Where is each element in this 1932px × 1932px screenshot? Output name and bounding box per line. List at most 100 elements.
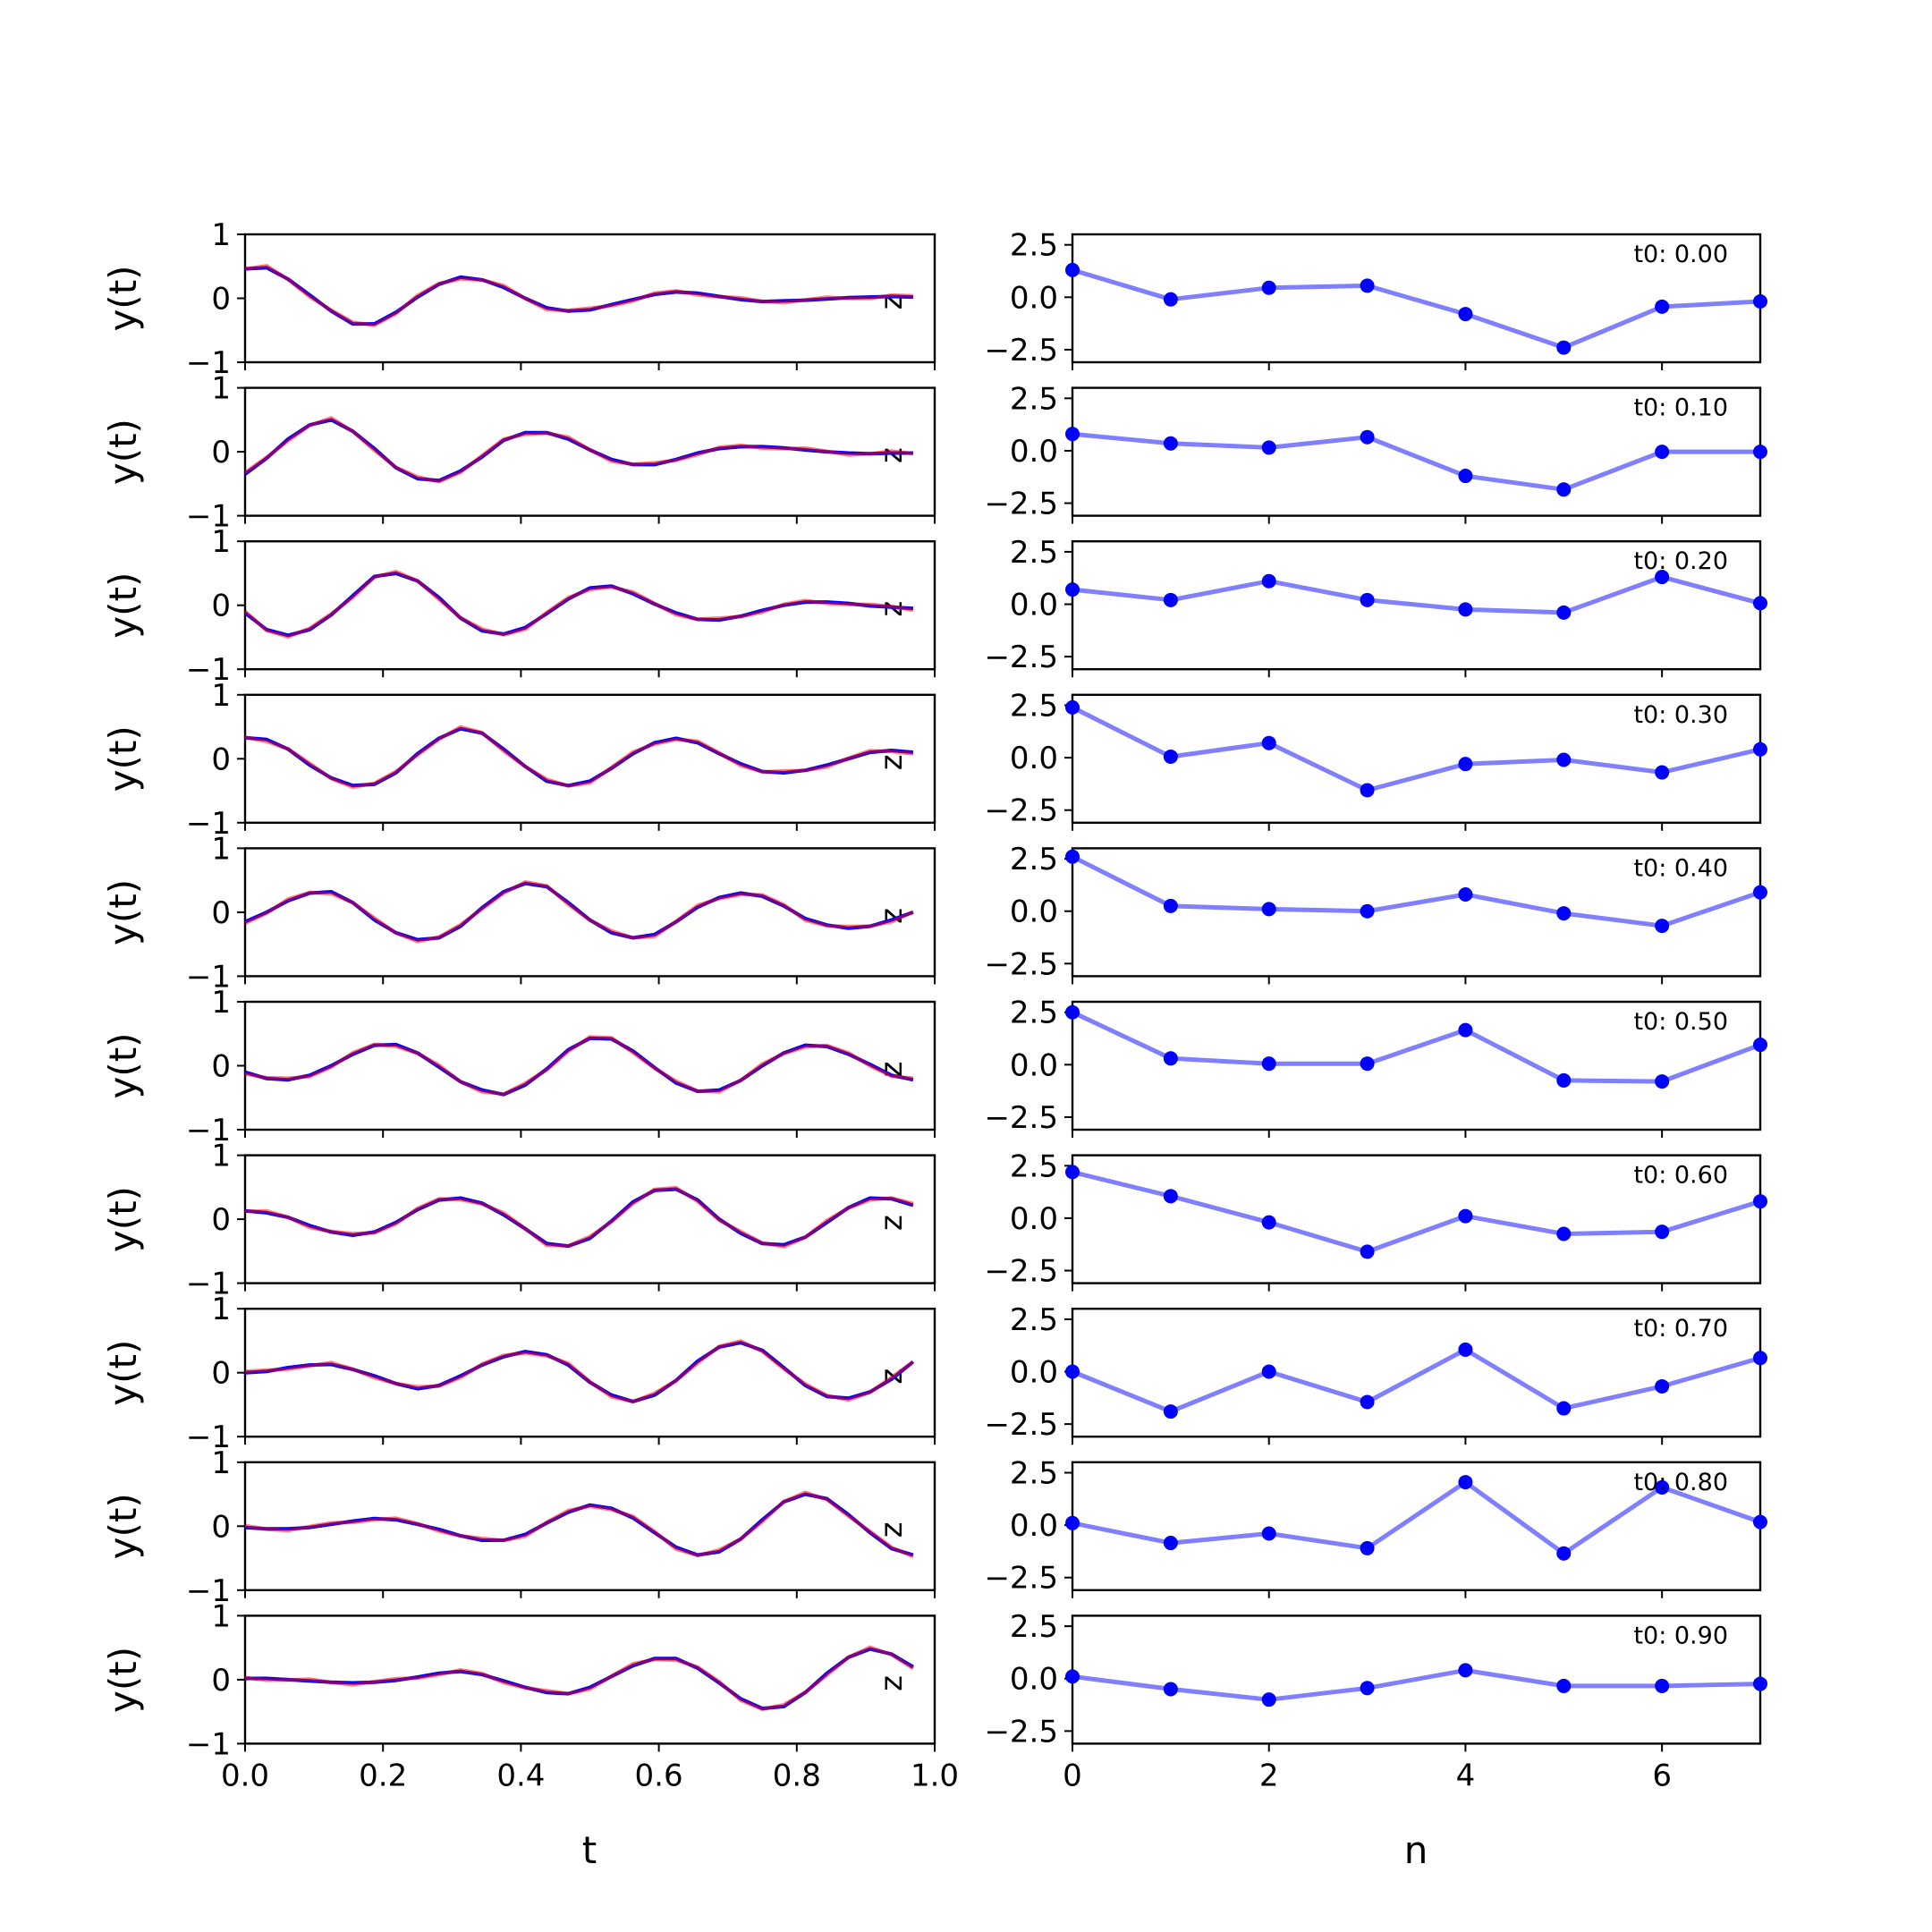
coefficient-point [1163,1536,1178,1551]
coefficient-point [1360,1394,1375,1410]
coefficient-point [1753,1676,1767,1691]
right-y-tick-label: −2.5 [984,1254,1058,1290]
left-y-tick-label: −1 [186,652,231,688]
coefficient-point [1556,1546,1572,1561]
right-y-tick-label: −2.5 [984,487,1058,522]
coefficient-point [1163,1189,1178,1204]
coefficient-point [1556,906,1572,921]
coefficient-line [1071,705,1761,792]
left-x-tick-label: 0.2 [359,1758,407,1793]
left-panel-9: −1 0 1 0.0 0.2 0.4 0.6 0.8 1.0 y(t) z [101,1598,959,1793]
right-y-tick-label: 0.0 [1010,588,1058,623]
pred-series-line [244,1035,914,1097]
coefficient-point [1261,280,1276,295]
coefficient-point [1753,445,1767,460]
pred-series-line [244,1185,914,1249]
coefficient-point [1753,1194,1767,1209]
right-y-tick-label: 2.5 [1010,1609,1058,1645]
coefficient-point [1065,1004,1080,1020]
right-y-tick-label: −2.5 [984,1714,1058,1750]
left-edge-label: z [874,908,910,924]
coefficient-point [1163,1404,1178,1419]
coefficient-point [1753,294,1767,309]
coefficient-point [1556,1226,1572,1241]
coefficient-point [1458,1342,1473,1357]
right-panel-4: 2.5 0.0 −2.5 t0: 0.40 [984,842,1767,985]
pred-series-line [243,569,914,639]
coefficient-point [1163,898,1178,913]
coefficient-point [1065,582,1080,597]
left-y-tick-label: 1 [211,831,231,867]
panel-t0-label: t0: 0.50 [1633,1008,1728,1036]
coefficient-point [1360,1244,1375,1259]
coefficient-point [1753,741,1767,757]
right-y-tick-label: 0.0 [1010,1047,1058,1083]
coefficient-point [1655,570,1670,585]
coefficient-line [1071,1010,1761,1084]
left-y-tick-label: −1 [186,499,231,535]
right-y-tick-label: 0.0 [1010,1201,1058,1237]
right-column: 2.5 0.0 −2.5 t0: 0.00 2.5 0.0 −2.5 t0: 0.10 2.5 0… [984,228,1767,1793]
coefficient-line [1072,574,1761,615]
left-x-tick-label: 0.8 [773,1758,821,1793]
right-y-tick-label: 2.5 [1010,842,1058,877]
coefficient-point [1556,605,1572,620]
right-panel-3: 2.5 0.0 −2.5 t0: 0.30 [984,689,1767,831]
right-panel-frame [1071,1154,1762,1284]
coefficient-point [1163,1682,1178,1697]
left-y-tick-label: −1 [186,1726,231,1762]
coefficient-point [1458,757,1473,772]
coefficient-point [1556,340,1572,355]
right-y-tick-label: 2.5 [1010,1302,1058,1338]
left-edge-label: z [874,1675,910,1691]
left-x-tick-label: 0.4 [496,1758,545,1793]
right-panel-frame [1071,847,1762,978]
left-y-tick-label: 0 [211,1509,231,1545]
coefficient-point [1261,1215,1276,1230]
coefficient-point [1065,1669,1080,1684]
right-y-tick-label: 0.0 [1010,280,1058,316]
left-x-tick-label: 1.0 [911,1758,959,1793]
right-x-tick-label: 2 [1259,1758,1279,1793]
panel-t0-label: t0: 0.30 [1633,701,1728,729]
right-y-tick-label: 2.5 [1010,381,1058,417]
left-edge-label: z [874,1215,910,1231]
coefficient-point [1065,427,1080,442]
coefficient-point [1163,749,1178,764]
coefficient-line [1072,1479,1761,1556]
coefficient-point [1655,299,1670,314]
left-y-tick-label: −1 [186,1267,231,1302]
left-y-tick-label: 0 [211,589,231,624]
left-y-tick-label: 0 [211,1663,231,1699]
pred-series-line [243,416,914,484]
coefficient-point [1360,1681,1375,1696]
panel-t0-label: t0: 0.70 [1633,1315,1728,1343]
coefficient-point [1458,602,1473,617]
coefficient-point [1065,699,1080,715]
coefficient-point [1655,1074,1670,1089]
coefficient-line [1072,1347,1761,1414]
coefficient-point [1753,1351,1767,1366]
left-panel-6: −1 0 1 y(t) z [101,1139,936,1302]
coefficient-point [1655,765,1670,780]
left-y-axis-label: y(t) [101,1493,145,1559]
panel-t0-label: t0: 0.40 [1633,854,1728,882]
coefficient-point [1065,1364,1080,1379]
right-y-tick-label: −2.5 [984,1407,1058,1443]
coefficient-point [1261,902,1276,917]
coefficient-point [1065,1165,1080,1180]
panel-t0-label: t0: 0.10 [1633,394,1728,422]
coefficient-point [1163,292,1178,307]
coefficient-point [1360,1056,1375,1072]
coefficient-point [1261,735,1276,750]
right-y-tick-label: −2.5 [984,946,1058,982]
pred-series-line [244,264,913,327]
left-y-tick-label: −1 [186,1113,231,1148]
left-panel-3: −1 0 1 y(t) z [101,678,936,842]
pred-series-line [244,724,914,790]
left-y-tick-label: 1 [211,678,231,714]
left-y-axis-label: y(t) [101,879,145,945]
coefficient-point [1753,1514,1767,1530]
right-y-tick-label: 0.0 [1010,741,1058,776]
